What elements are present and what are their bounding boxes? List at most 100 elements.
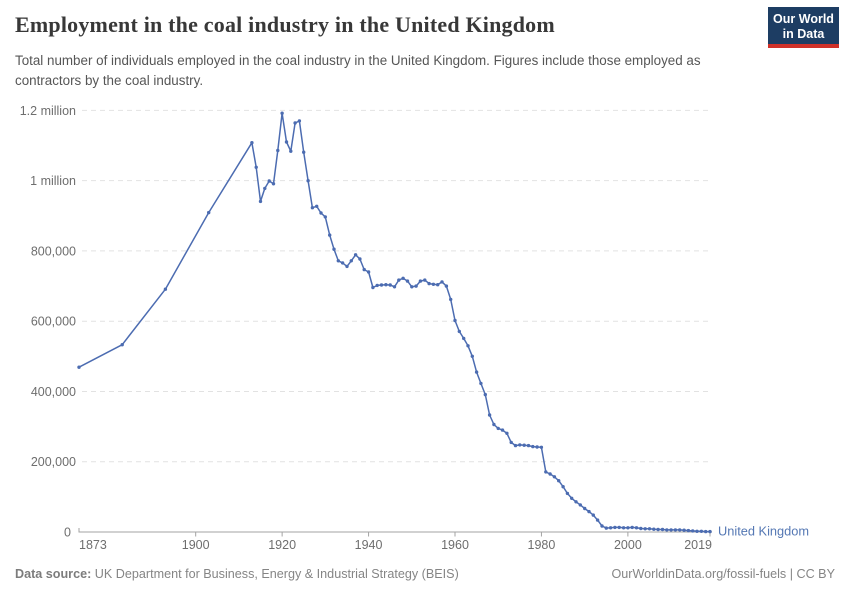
data-point[interactable] — [302, 150, 306, 154]
data-point[interactable] — [673, 528, 678, 532]
license-link[interactable]: OurWorldinData.org/fossil-fuels | CC BY — [611, 567, 835, 581]
data-point[interactable] — [401, 276, 405, 280]
data-point[interactable] — [682, 528, 686, 532]
data-point[interactable] — [388, 283, 392, 287]
data-point[interactable] — [340, 261, 345, 265]
data-point[interactable] — [453, 318, 457, 323]
data-point[interactable] — [289, 149, 293, 153]
data-point[interactable] — [509, 440, 513, 445]
data-point[interactable] — [470, 354, 474, 358]
data-point[interactable] — [207, 210, 211, 215]
data-point[interactable] — [604, 526, 608, 530]
data-point[interactable] — [531, 444, 535, 449]
owid-logo[interactable]: Our World in Data — [768, 7, 839, 48]
data-point[interactable] — [617, 525, 621, 530]
data-point[interactable] — [591, 513, 595, 517]
data-point[interactable] — [552, 475, 557, 479]
data-point[interactable] — [323, 215, 327, 219]
data-point[interactable] — [708, 529, 712, 534]
data-point[interactable] — [505, 431, 509, 435]
data-point[interactable] — [284, 140, 289, 144]
data-point[interactable] — [328, 233, 332, 237]
data-point[interactable] — [613, 525, 617, 530]
data-point[interactable] — [561, 485, 565, 489]
data-point[interactable] — [310, 206, 315, 210]
data-point[interactable] — [639, 526, 643, 531]
data-point[interactable] — [358, 257, 362, 261]
data-point[interactable] — [626, 526, 630, 530]
series-line[interactable] — [78, 112, 711, 533]
data-point[interactable] — [665, 528, 669, 532]
data-point[interactable] — [258, 199, 263, 204]
data-point[interactable] — [444, 284, 449, 288]
data-point[interactable] — [414, 284, 418, 288]
data-point[interactable] — [595, 518, 600, 522]
data-point[interactable] — [319, 211, 323, 215]
data-point[interactable] — [634, 526, 639, 530]
data-point[interactable] — [449, 297, 453, 302]
data-point[interactable] — [336, 259, 340, 263]
data-point[interactable] — [462, 336, 466, 341]
data-point[interactable] — [250, 141, 254, 145]
data-point[interactable] — [630, 525, 634, 530]
data-point[interactable] — [578, 503, 582, 507]
data-point[interactable] — [306, 179, 310, 183]
data-point[interactable] — [686, 528, 691, 533]
data-point[interactable] — [254, 165, 258, 169]
data-point[interactable] — [695, 529, 699, 533]
data-point[interactable] — [332, 247, 336, 251]
data-point[interactable] — [621, 526, 626, 530]
data-point[interactable] — [371, 285, 375, 290]
data-point[interactable] — [526, 443, 531, 448]
data-point[interactable] — [267, 179, 271, 183]
data-point[interactable] — [271, 182, 276, 186]
data-point[interactable] — [496, 426, 500, 431]
data-point[interactable] — [379, 283, 384, 287]
data-point[interactable] — [483, 392, 487, 397]
data-point[interactable] — [660, 527, 665, 532]
data-point[interactable] — [297, 119, 302, 123]
data-point[interactable] — [518, 443, 522, 447]
data-point[interactable] — [418, 279, 423, 283]
data-point[interactable] — [120, 343, 124, 347]
data-point[interactable] — [539, 445, 544, 449]
data-point[interactable] — [522, 443, 526, 447]
data-point[interactable] — [440, 280, 444, 284]
data-point[interactable] — [280, 111, 284, 115]
data-point[interactable] — [652, 527, 656, 531]
series-united-kingdom[interactable]: United Kingdom — [77, 111, 809, 539]
data-point[interactable] — [427, 281, 431, 286]
data-point[interactable] — [431, 282, 436, 286]
data-point[interactable] — [583, 506, 587, 511]
data-point[interactable] — [457, 329, 461, 334]
data-point[interactable] — [353, 253, 358, 257]
data-point[interactable] — [436, 283, 440, 287]
entity-label[interactable]: United Kingdom — [718, 524, 809, 539]
data-point[interactable] — [691, 529, 695, 533]
data-point[interactable] — [479, 381, 483, 386]
data-point[interactable] — [643, 527, 647, 531]
data-point[interactable] — [474, 370, 479, 374]
data-point[interactable] — [704, 529, 708, 534]
data-point[interactable] — [678, 528, 682, 532]
data-point[interactable] — [349, 259, 353, 263]
data-point[interactable] — [410, 285, 414, 289]
data-point[interactable] — [544, 470, 548, 474]
data-point[interactable] — [600, 524, 604, 528]
data-point[interactable] — [656, 527, 660, 532]
data-point[interactable] — [366, 270, 371, 274]
data-point[interactable] — [263, 186, 267, 191]
data-point[interactable] — [557, 479, 561, 483]
data-point[interactable] — [587, 509, 591, 514]
data-point[interactable] — [574, 500, 578, 504]
data-point[interactable] — [699, 529, 704, 533]
data-point[interactable] — [548, 472, 552, 476]
data-point[interactable] — [513, 443, 518, 448]
data-point[interactable] — [492, 422, 496, 427]
data-point[interactable] — [276, 148, 280, 153]
data-point[interactable] — [362, 267, 366, 272]
data-point[interactable] — [315, 204, 319, 208]
data-point[interactable] — [375, 283, 379, 288]
data-point[interactable] — [163, 287, 168, 291]
